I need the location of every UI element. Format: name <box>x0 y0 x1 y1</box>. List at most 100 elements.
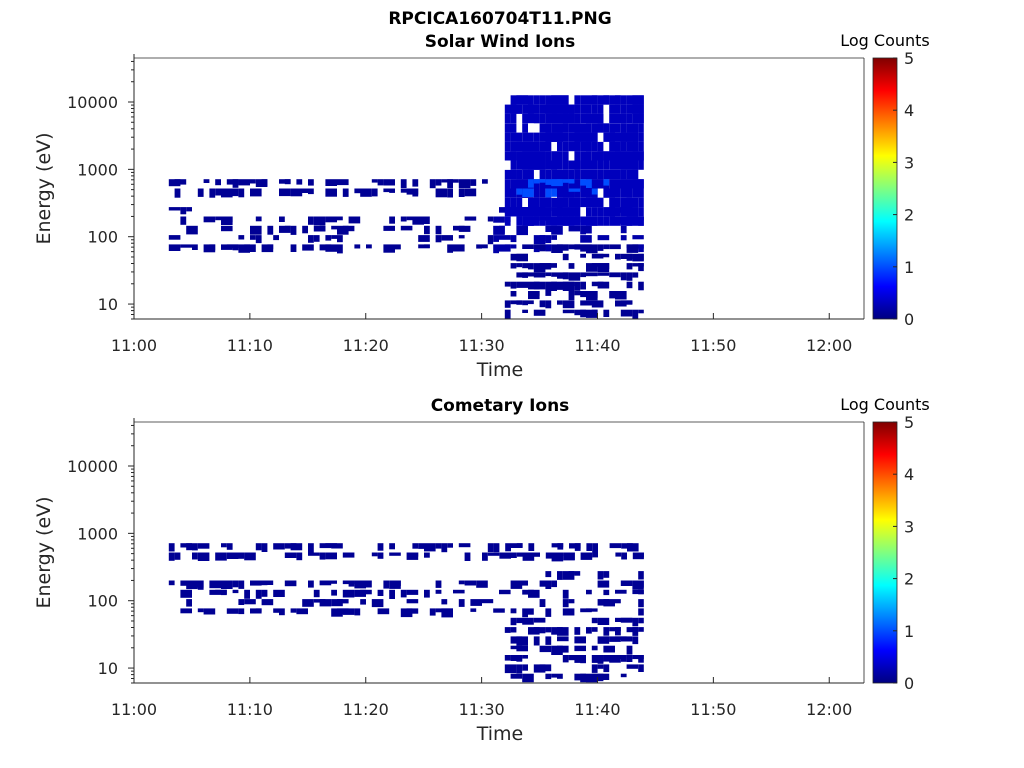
spectrogram-cell <box>580 244 586 252</box>
spectrogram-cell <box>325 188 337 197</box>
spectrogram-cell <box>319 225 326 232</box>
spectrogram-cell <box>313 599 326 603</box>
spectrogram-cells <box>168 543 644 683</box>
spectrogram-cell <box>574 160 581 170</box>
spectrogram-cell <box>615 253 621 260</box>
spectrogram-cell <box>221 580 233 589</box>
spectrogram-cell <box>168 244 181 251</box>
spectrogram-cell <box>412 543 419 549</box>
spectrogram-cell <box>562 169 569 180</box>
spectrogram-cell <box>215 552 227 561</box>
x-tick-label: 11:50 <box>690 336 736 355</box>
spectrogram-cell <box>620 95 627 105</box>
spectrogram-cell <box>499 589 511 595</box>
spectrogram-cell <box>626 300 633 304</box>
spectrogram-cell <box>597 141 604 152</box>
spectrogram-cell <box>504 244 511 248</box>
spectrogram-cell <box>510 160 517 170</box>
spectrogram-cell <box>638 580 644 588</box>
spectrogram-cell <box>545 571 552 578</box>
spectrogram-cell <box>539 580 552 587</box>
spectrogram-cell <box>528 608 534 615</box>
spectrogram-cell <box>516 188 523 195</box>
spectrogram-cell <box>487 235 494 245</box>
spectrogram-cell <box>626 104 639 114</box>
spectrogram-cell <box>383 244 395 253</box>
spectrogram-cell <box>574 113 581 124</box>
x-tick-label: 11:00 <box>111 336 157 355</box>
spectrogram-cell <box>626 617 633 622</box>
spectrogram-cell <box>551 113 557 124</box>
spectrogram-cell <box>522 300 528 306</box>
spectrogram-cell <box>603 179 610 186</box>
spectrogram-cell <box>638 664 644 672</box>
spectrogram-cell <box>586 207 592 217</box>
colorbar-label: Log Counts <box>840 31 930 50</box>
spectrogram-cell <box>325 552 337 560</box>
spectrogram-cell <box>638 571 644 580</box>
spectrogram-cell <box>383 225 395 231</box>
spectrogram-cell <box>447 608 453 616</box>
spectrogram-cell <box>562 655 569 663</box>
spectrogram-cell <box>539 664 552 672</box>
spectrogram-cell <box>412 188 419 197</box>
spectrogram-cell <box>609 113 615 124</box>
x-tick-label: 11:10 <box>227 336 273 355</box>
spectrogram-cell <box>522 673 534 683</box>
spectrogram-cell <box>424 552 430 558</box>
spectrogram-cell <box>586 589 592 595</box>
spectrogram-cell <box>522 655 528 659</box>
spectrogram-cell <box>319 552 326 560</box>
spectrogram-cell <box>238 608 245 615</box>
spectrogram-cell <box>545 188 552 198</box>
spectrogram-cell <box>638 179 644 189</box>
spectrogram-cell <box>562 571 575 580</box>
spectrogram-cell <box>522 225 528 231</box>
spectrogram-cell <box>597 617 610 625</box>
panel-title: Solar Wind Ions <box>425 32 576 52</box>
spectrogram-cell <box>620 225 627 234</box>
spectrogram-cell <box>267 244 274 250</box>
spectrogram-cell <box>620 141 627 152</box>
spectrogram-cell <box>597 169 604 180</box>
spectrogram-cell <box>348 580 355 587</box>
spectrogram-cell <box>354 244 361 249</box>
spectrogram-cell <box>215 179 221 186</box>
spectrogram-cell <box>569 552 575 560</box>
spectrogram-cell <box>545 151 552 161</box>
figure-title: RPCICA160704T11.PNG <box>388 9 611 29</box>
spectrogram-cell <box>621 552 627 560</box>
spectrogram-cell <box>615 627 621 636</box>
spectrogram-cell <box>296 608 308 615</box>
spectrogram-cell <box>586 263 598 272</box>
spectrogram-cell <box>424 244 430 248</box>
spectrogram-cell <box>626 216 633 226</box>
spectrogram-cell <box>504 300 511 308</box>
spectrogram-cell <box>574 627 581 635</box>
spectrogram-cell <box>447 244 453 253</box>
spectrogram-cell <box>516 580 528 586</box>
spectrogram-cell <box>522 552 535 561</box>
spectrogram-cell <box>539 113 546 124</box>
spectrogram-cell <box>168 235 181 240</box>
spectrogram-cell <box>609 104 621 114</box>
spectrogram-cell <box>597 151 604 161</box>
spectrogram-cell <box>244 244 256 252</box>
spectrogram-cell <box>626 272 633 281</box>
spectrogram-cell <box>504 179 511 189</box>
spectrogram-cell <box>615 141 621 152</box>
spectrogram-cell <box>620 104 627 114</box>
spectrogram-cell <box>533 272 546 278</box>
spectrogram-cell <box>522 113 528 124</box>
colorbar <box>872 421 898 684</box>
spectrogram-cell <box>620 309 633 317</box>
colorbar-tick-label: 1 <box>904 258 914 277</box>
spectrogram-cell <box>504 141 511 152</box>
spectrogram-cell <box>273 543 285 550</box>
spectrogram-cell <box>539 207 552 217</box>
spectrogram-cell <box>331 543 343 549</box>
spectrogram-cell <box>533 95 540 105</box>
spectrogram-cell <box>533 197 540 208</box>
spectrogram-cell <box>510 281 517 289</box>
